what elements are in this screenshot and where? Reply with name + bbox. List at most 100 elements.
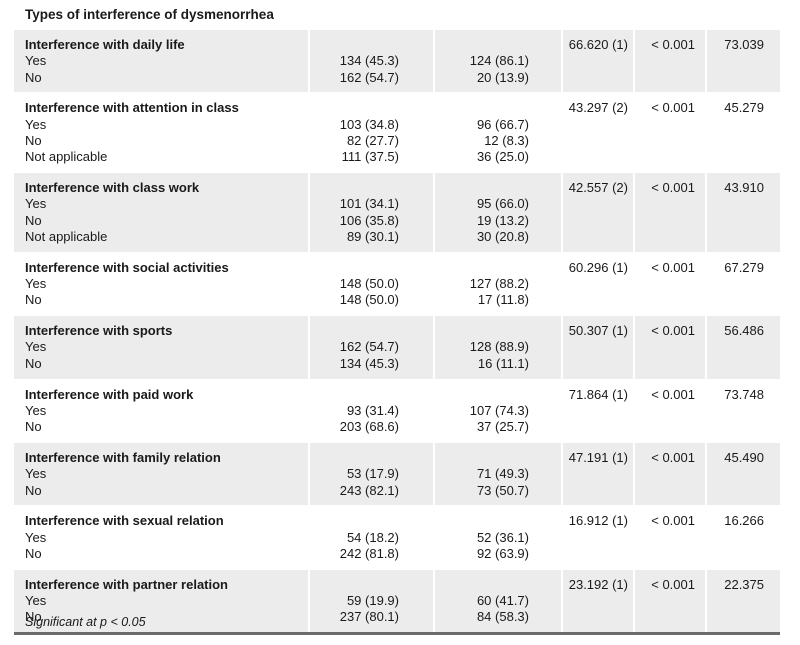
table-subrow: No 237 (80.1) 84 (58.3) bbox=[14, 609, 780, 625]
table-subrow: No 162 (54.7) 20 (13.9) bbox=[14, 70, 780, 86]
group-b-value: 37 (25.7) bbox=[476, 419, 529, 435]
group-a-value: 111 (37.5) bbox=[341, 149, 399, 165]
row-header: Interference with social activities bbox=[25, 259, 229, 275]
subrow-label: No bbox=[25, 132, 42, 148]
group-a-value: 101 (34.1) bbox=[339, 196, 399, 212]
statistic-value: 73.748 bbox=[724, 386, 764, 402]
group-b-value: 17 (11.8) bbox=[477, 292, 529, 308]
column-divider bbox=[633, 506, 707, 569]
column-divider bbox=[433, 30, 563, 93]
subrow-label: Yes bbox=[25, 196, 47, 212]
p-value: < 0.001 bbox=[651, 100, 695, 116]
column-divider bbox=[705, 506, 782, 569]
group-a-value: 53 (17.9) bbox=[346, 466, 399, 482]
group-a-value: 148 (50.0) bbox=[339, 292, 399, 308]
table-subrow: No 134 (45.3) 16 (11.1) bbox=[14, 356, 780, 372]
group-a-value: 237 (80.1) bbox=[339, 609, 399, 625]
table-row: Interference with paid work Yes 93 (31.4) 1… bbox=[14, 379, 782, 443]
column-divider bbox=[633, 93, 707, 173]
group-b-value: 84 (58.3) bbox=[476, 609, 529, 625]
chi-square-value: 42.557 (2) bbox=[568, 180, 628, 196]
table-row: Interference with sexual relation Yes 54 (… bbox=[14, 506, 782, 570]
row-header: Interference with partner relation bbox=[25, 576, 228, 592]
group-a-value: 134 (45.3) bbox=[339, 53, 399, 69]
subrow-label: Yes bbox=[25, 53, 47, 69]
group-b-value: 16 (11.1) bbox=[477, 355, 529, 371]
column-divider bbox=[633, 316, 707, 379]
statistic-value: 56.486 bbox=[724, 323, 764, 339]
column-divider bbox=[561, 506, 635, 569]
chi-square-value: 43.297 (2) bbox=[568, 100, 628, 116]
chi-square-value: 16.912 (1) bbox=[568, 513, 628, 529]
p-value: < 0.001 bbox=[651, 513, 695, 529]
column-divider bbox=[308, 30, 435, 93]
p-value: < 0.001 bbox=[651, 449, 695, 465]
column-divider bbox=[433, 506, 563, 569]
group-a-value: 103 (34.8) bbox=[339, 116, 399, 132]
row-header: Interference with family relation bbox=[25, 449, 221, 465]
subrow-label: Yes bbox=[25, 276, 47, 292]
group-a-value: 106 (35.8) bbox=[339, 212, 399, 228]
column-divider bbox=[561, 30, 635, 93]
group-a-value: 54 (18.2) bbox=[346, 529, 399, 545]
column-divider bbox=[705, 316, 782, 379]
subrow-label: No bbox=[25, 482, 42, 498]
column-divider bbox=[308, 252, 435, 316]
column-divider bbox=[705, 442, 782, 506]
group-a-value: 162 (54.7) bbox=[339, 339, 399, 355]
p-value: < 0.001 bbox=[651, 323, 695, 339]
chi-square-value: 66.620 (1) bbox=[568, 37, 628, 52]
column-divider bbox=[561, 379, 635, 442]
table-row: Interference with sports Yes 162 (54.7) 128… bbox=[14, 316, 782, 380]
column-divider bbox=[433, 379, 563, 442]
section-title: Types of interference of dysmenorrhea bbox=[25, 7, 274, 22]
group-b-value: 127 (88.2) bbox=[469, 276, 529, 292]
p-value: < 0.001 bbox=[651, 180, 695, 196]
subrow-label: Not applicable bbox=[25, 149, 108, 165]
table-row: Interference with family relation Yes 53 (… bbox=[14, 442, 782, 507]
column-divider bbox=[433, 173, 563, 252]
column-divider bbox=[433, 252, 563, 316]
column-divider bbox=[433, 316, 563, 379]
subrow-label: No bbox=[25, 69, 42, 85]
table-subrow: Yes 101 (34.1) 95 (66.0) bbox=[14, 196, 780, 212]
column-divider bbox=[433, 93, 563, 173]
statistic-value: 45.490 bbox=[724, 449, 764, 465]
row-header: Interference with paid work bbox=[25, 386, 194, 402]
column-divider bbox=[705, 252, 782, 316]
column-divider bbox=[633, 569, 707, 633]
statistic-value: 73.039 bbox=[724, 37, 764, 52]
statistic-value: 16.266 bbox=[724, 513, 764, 529]
table-subrow: No 82 (27.7) 12 (8.3) bbox=[14, 133, 780, 149]
chi-square-value: 47.191 (1) bbox=[568, 449, 628, 465]
table-subrow: Not applicable 89 (30.1) 30 (20.8) bbox=[14, 229, 780, 245]
subrow-label: Yes bbox=[25, 593, 47, 609]
column-divider bbox=[308, 379, 435, 442]
column-divider bbox=[561, 252, 635, 316]
p-value: < 0.001 bbox=[651, 576, 695, 592]
column-divider bbox=[705, 379, 782, 442]
column-divider bbox=[561, 93, 635, 173]
column-divider bbox=[561, 569, 635, 633]
column-divider bbox=[561, 316, 635, 379]
group-a-value: 148 (50.0) bbox=[339, 276, 399, 292]
table-row: Interference with daily life Yes 134 (45.3… bbox=[14, 30, 782, 94]
statistic-value: 67.279 bbox=[724, 259, 764, 275]
column-divider bbox=[705, 30, 782, 93]
statistic-value: 43.910 bbox=[724, 180, 764, 196]
table-subrow: No 148 (50.0) 17 (11.8) bbox=[14, 292, 780, 308]
table-subrow: Yes 54 (18.2) 52 (36.1) bbox=[14, 530, 780, 546]
column-divider bbox=[633, 252, 707, 316]
column-divider bbox=[308, 173, 435, 252]
subrow-label: Yes bbox=[25, 116, 47, 132]
column-divider bbox=[633, 173, 707, 252]
group-b-value: 92 (63.9) bbox=[476, 545, 529, 561]
table-row: Interference with social activities Yes 14… bbox=[14, 252, 782, 317]
chi-square-value: 23.192 (1) bbox=[568, 576, 628, 592]
row-header: Interference with sports bbox=[25, 323, 173, 339]
subrow-label: Yes bbox=[25, 339, 47, 355]
column-divider bbox=[561, 442, 635, 506]
column-divider bbox=[433, 442, 563, 506]
subrow-label: Yes bbox=[25, 529, 47, 545]
subrow-label: Yes bbox=[25, 402, 47, 418]
